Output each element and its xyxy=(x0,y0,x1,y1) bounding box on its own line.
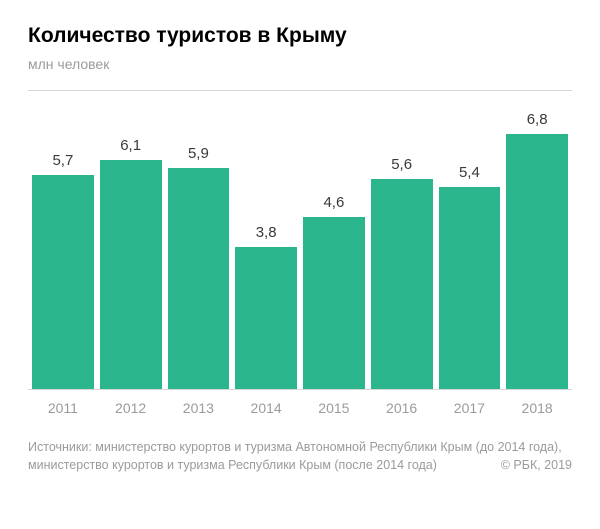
x-axis-label: 2017 xyxy=(439,400,501,416)
x-axis-label: 2018 xyxy=(506,400,568,416)
bar-wrap: 5,7 xyxy=(32,91,94,389)
credit-text: © РБК, 2019 xyxy=(501,456,572,474)
bar-wrap: 3,8 xyxy=(235,91,297,389)
bar xyxy=(168,168,230,389)
bar-wrap: 5,6 xyxy=(371,91,433,389)
chart-container: Количество туристов в Крыму млн человек … xyxy=(0,0,600,529)
bar-value-label: 4,6 xyxy=(323,194,344,211)
x-axis-label: 2014 xyxy=(235,400,297,416)
bar xyxy=(371,179,433,389)
plot-area: 5,7 6,1 5,9 3,8 4,6 5,6 5,4 6,8 xyxy=(28,90,572,390)
bar-wrap: 5,4 xyxy=(439,91,501,389)
x-axis-labels: 2011 2012 2013 2014 2015 2016 2017 2018 xyxy=(28,400,572,416)
bar-wrap: 4,6 xyxy=(303,91,365,389)
x-axis-label: 2015 xyxy=(303,400,365,416)
bar xyxy=(235,247,297,390)
bar-value-label: 5,6 xyxy=(391,156,412,173)
x-axis-label: 2016 xyxy=(371,400,433,416)
chart-title: Количество туристов в Крыму xyxy=(28,24,572,48)
x-axis-label: 2011 xyxy=(32,400,94,416)
chart-footer: Источники: министерство курортов и туриз… xyxy=(28,438,572,474)
bar-wrap: 6,8 xyxy=(506,91,568,389)
bar-value-label: 3,8 xyxy=(256,224,277,241)
bar-value-label: 5,9 xyxy=(188,145,209,162)
bar-wrap: 6,1 xyxy=(100,91,162,389)
bar xyxy=(303,217,365,390)
bar xyxy=(32,175,94,389)
x-axis-label: 2012 xyxy=(100,400,162,416)
bar-value-label: 5,4 xyxy=(459,164,480,181)
bar-value-label: 6,8 xyxy=(527,111,548,128)
bar xyxy=(439,187,501,390)
bar-value-label: 5,7 xyxy=(52,152,73,169)
source-text: Источники: министерство курортов и туриз… xyxy=(28,440,562,472)
chart-subtitle: млн человек xyxy=(28,56,572,72)
bar xyxy=(100,160,162,389)
x-axis-label: 2013 xyxy=(168,400,230,416)
bar xyxy=(506,134,568,389)
bar-value-label: 6,1 xyxy=(120,137,141,154)
bar-wrap: 5,9 xyxy=(168,91,230,389)
